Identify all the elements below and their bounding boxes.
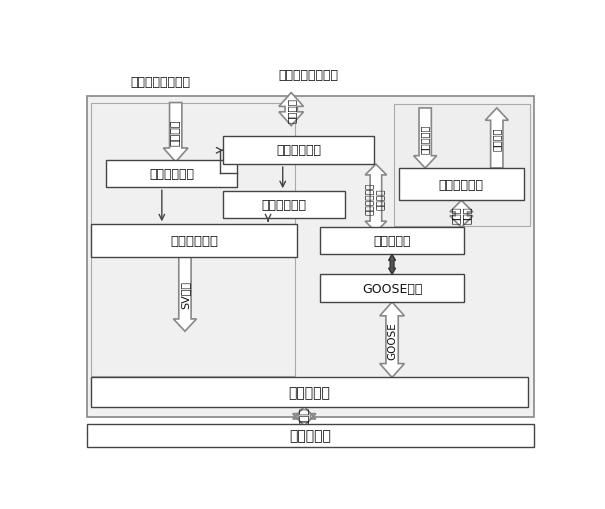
Text: GOOSE收发: GOOSE收发 [362,282,422,295]
Text: 数据流: 数据流 [299,407,309,427]
FancyBboxPatch shape [91,378,528,407]
Polygon shape [174,257,197,331]
Polygon shape [163,103,188,162]
Text: 网络驱动层: 网络驱动层 [289,385,330,399]
Text: 开入、
传信息: 开入、 传信息 [451,206,472,223]
Polygon shape [87,429,534,439]
Text: SV报文: SV报文 [180,280,190,308]
FancyBboxPatch shape [394,105,530,227]
FancyBboxPatch shape [91,225,298,257]
Polygon shape [293,407,316,426]
FancyBboxPatch shape [87,97,534,417]
FancyBboxPatch shape [223,192,345,219]
FancyBboxPatch shape [319,228,465,254]
Text: 定值、保护、
位置信息: 定值、保护、 位置信息 [366,183,385,215]
FancyBboxPatch shape [223,136,373,165]
Text: 过程层网络: 过程层网络 [290,429,332,442]
FancyBboxPatch shape [106,161,237,188]
Text: GOOSE: GOOSE [387,321,397,359]
Text: 采样数据: 采样数据 [171,120,181,146]
Text: 合并单元模块: 合并单元模块 [170,235,218,247]
Polygon shape [388,254,396,275]
Text: 本侧互感器采集器: 本侧互感器采集器 [130,76,191,89]
Polygon shape [365,165,387,233]
Text: 对侧采样数据: 对侧采样数据 [262,199,307,212]
Polygon shape [450,201,473,228]
Text: 本侧采样数据: 本侧采样数据 [149,168,194,181]
Polygon shape [414,109,437,168]
Text: 开关量数据: 开关量数据 [373,235,411,248]
Polygon shape [380,302,404,378]
Polygon shape [279,93,304,126]
Text: 对侧光纤收发设备: 对侧光纤收发设备 [278,68,338,81]
Text: 光纤收发模块: 光纤收发模块 [276,144,321,157]
Text: 控制出口: 控制出口 [492,127,502,151]
Polygon shape [485,109,508,168]
Text: 光纤通道: 光纤通道 [286,97,296,122]
Text: 遥测、遥方: 遥测、遥方 [420,124,430,153]
FancyBboxPatch shape [87,424,534,447]
FancyBboxPatch shape [319,275,465,302]
Text: 智能终端模块: 智能终端模块 [439,178,484,191]
FancyBboxPatch shape [399,168,524,201]
